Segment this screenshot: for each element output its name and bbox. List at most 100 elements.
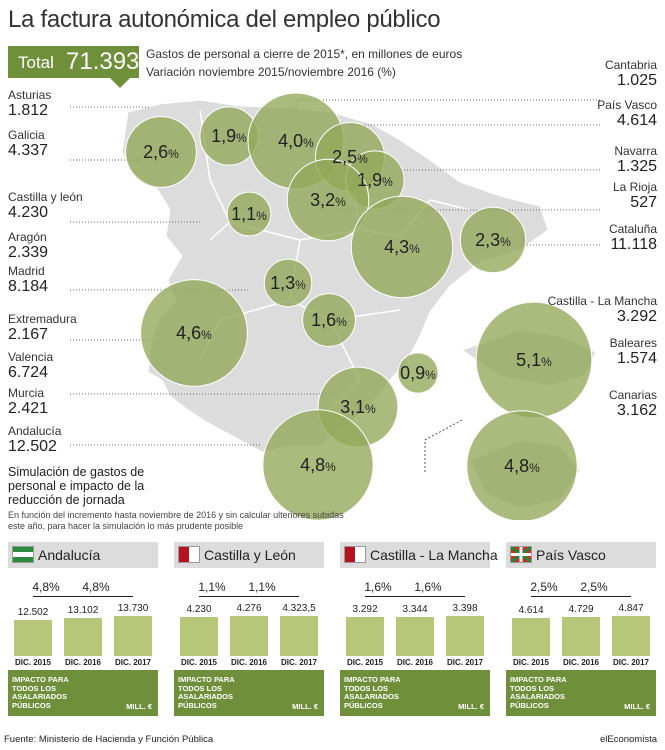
x-tick-label: DIC. 2015 [512,658,550,667]
region-value: 1.574 [616,350,657,367]
total-value: 71.393 [66,48,140,75]
region-label: Extremadura 2.167 [8,312,77,344]
impact-band: IMPACTO PARA TODOS LOS ASALARIADOS PÚBLI… [340,670,490,716]
total-badge-pointer [110,78,130,88]
canarias-divider [424,419,463,472]
growth-label: 1,1% [248,580,276,594]
growth-bracket [83,596,133,597]
region-name: Galicia [8,128,45,142]
growth-bracket [581,596,631,597]
bar [230,616,268,656]
bar-value-label: 4.323,5 [282,603,316,614]
bars-area: 4.614 DIC. 2015 4.729 DIC. 2016 4.847 DIC. 20… [506,568,656,670]
bar-value-label: 4.729 [568,604,594,615]
x-tick-label: DIC. 2017 [446,658,484,667]
growth-bracket [531,596,581,597]
x-tick-label: DIC. 2016 [396,658,434,667]
region-label: Castilla y león 4.230 [8,190,83,222]
bubble-label: 3,2% [310,190,346,210]
x-tick-label: DIC. 2017 [612,658,650,667]
bar [114,616,152,656]
bubble-la-rioja [286,158,370,242]
bubble-label: 4,6% [176,323,212,343]
region-label: Aragón 2.339 [8,230,48,262]
x-tick-label: DIC. 2017 [114,658,152,667]
panel-title: País Vasco [536,547,606,563]
impact-text: IMPACTO PARA TODOS LOS ASALARIADOS PÚBLI… [178,675,235,710]
impact-unit: MILL. € [292,702,318,711]
bubble-canarias [466,410,578,520]
region-name: Aragón [8,230,47,244]
bubble-andalucía [262,409,374,520]
bar [562,617,600,656]
bar [64,618,102,656]
bubble-label: 1,9% [211,126,247,146]
simulation-title: Simulación de gastos de personal e impac… [8,465,145,507]
bar [346,617,384,656]
region-name: Castilla - La Mancha [547,294,657,308]
growth-label: 2,5% [530,580,558,594]
bars-area: 12.502 DIC. 2015 13.102 DIC. 2016 13.730 DIC.… [8,568,158,670]
ikurrina-cross [510,545,532,564]
bubble-galicia [125,116,197,188]
region-name: Extremadura [8,312,77,326]
region-value: 4.614 [616,112,657,129]
bubble-extremadura [140,279,248,387]
region-value: 2.421 [8,400,49,417]
bar-value-label: 4.276 [236,603,262,614]
bubble-valencia [397,352,439,394]
panel-title: Castilla y León [204,547,296,563]
region-label: Castilla - La Mancha 3.292 [548,294,657,326]
bubble-castilla-la-mancha [302,293,356,347]
panel-title: Andalucía [38,547,101,563]
total-label: Total [18,53,54,72]
bubble-label: 4,3% [384,237,420,257]
region-name: Navarra [614,144,657,158]
region-name: Valencia [8,350,54,364]
bubble-label: 4,8% [504,456,540,476]
bubble-label: 5,1% [516,350,552,370]
impact-band: IMPACTO PARA TODOS LOS ASALARIADOS PÚBLI… [506,670,656,716]
region-name: Baleares [609,336,657,350]
growth-label: 1,6% [364,580,392,594]
region-label: Cataluña 11.118 [609,222,657,254]
region-label: Valencia 6.724 [8,350,53,382]
x-tick-label: DIC. 2015 [180,658,218,667]
region-label: Murcia 2.421 [8,386,48,418]
bars-area: 3.292 DIC. 2015 3.344 DIC. 2016 3.398 DIC. 20… [340,568,490,670]
growth-bracket [249,596,299,597]
region-value: 1.025 [616,72,657,89]
bubble-label: 1,3% [270,273,306,293]
impact-band: IMPACTO PARA TODOS LOS ASALARIADOS PÚBLI… [8,670,158,716]
bar [446,616,484,656]
region-name: Canarias [608,388,657,402]
bars-area: 4.230 DIC. 2015 4.276 DIC. 2016 4.323,5 DIC. … [174,568,324,670]
bubble-label: 1,6% [311,310,347,330]
region-value: 1.325 [616,158,657,175]
region-name: Andalucía [8,424,62,438]
simulation-note: En función del incremento hasta noviembr… [8,510,344,531]
bar-panel: País Vasco 4.614 DIC. 2015 4.729 DIC. 2016 4.… [506,542,656,720]
region-label: Baleares 1.574 [610,336,657,368]
bar-value-label: 4.230 [186,604,212,615]
bubble-label: 4,0% [278,131,314,151]
impact-text: IMPACTO PARA TODOS LOS ASALARIADOS PÚBLI… [12,675,69,710]
growth-label: 2,5% [580,580,608,594]
region-flag-icon [12,546,34,563]
x-tick-label: DIC. 2016 [230,658,268,667]
bar-value-label: 12.502 [17,607,49,618]
bar [280,616,318,656]
region-value: 2.167 [8,326,49,343]
bubbles-layer: 2,6% 1,9% 4,0% 2,5% 1,9% 3,2% 1,1% 4,3% 2,3% 1,3%… [125,92,593,520]
impact-text: IMPACTO PARA TODOS LOS ASALARIADOS PÚBLI… [510,675,567,710]
x-tick-label: DIC. 2015 [14,658,52,667]
bar [512,618,550,656]
bar-value-label: 3.344 [402,604,428,615]
region-label: Navarra 1.325 [614,144,657,176]
region-value: 12.502 [8,438,57,455]
bubble-castilla-y-león [226,191,272,237]
region-value: 2.339 [8,244,49,261]
panel-header: País Vasco [506,542,656,568]
region-value: 3.162 [616,402,657,419]
bar-value-label: 13.730 [117,603,149,614]
